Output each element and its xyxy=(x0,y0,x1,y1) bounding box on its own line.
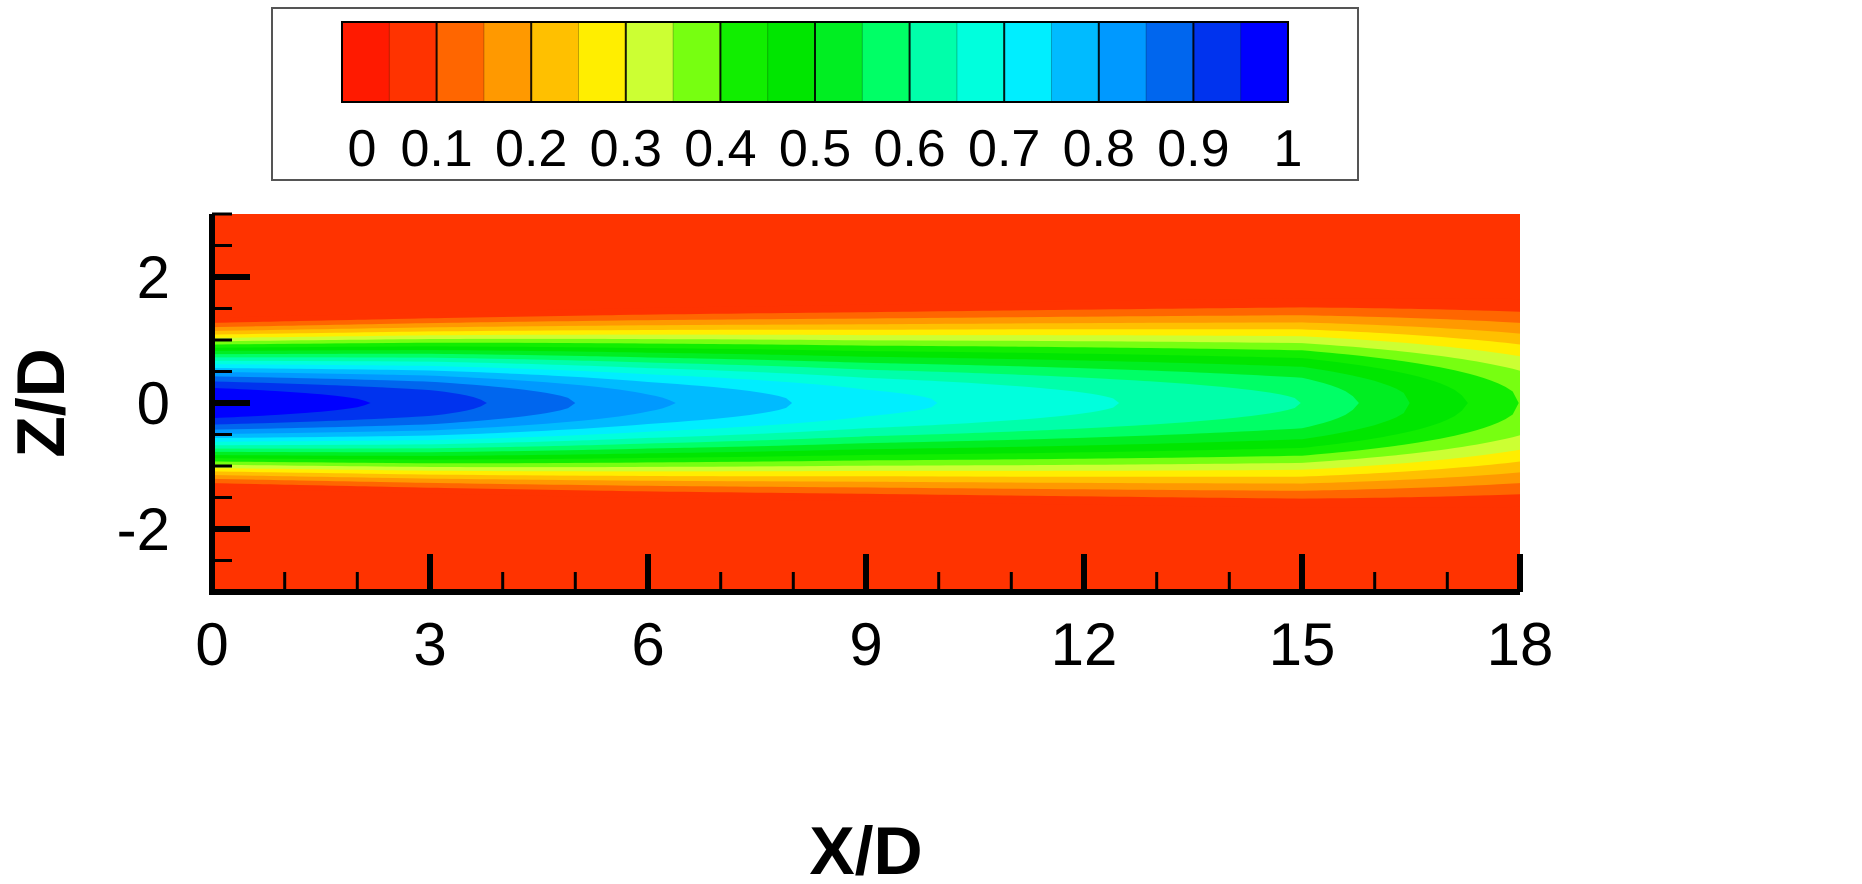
x-axis-title: X/D xyxy=(809,813,922,884)
axes: 0 3 6 9 12 15 18 2 0 -2 xyxy=(117,212,1554,678)
colorbar-outline xyxy=(341,21,1289,103)
colorbar-band xyxy=(1051,22,1100,102)
x-tick-label: 15 xyxy=(1269,611,1336,678)
colorbar-band xyxy=(815,22,863,102)
y-tick-label: 2 xyxy=(137,244,170,311)
colorbar: 0 0.1 0.2 0.3 0.4 0.5 0.6 0.7 0.8 0.9 1 xyxy=(271,7,1359,181)
colorbar-tick-label: 0.9 xyxy=(1157,120,1229,178)
colorbar-band xyxy=(389,22,438,102)
x-tick-label: 12 xyxy=(1051,611,1118,678)
colorbar-tick-label: 0 xyxy=(348,120,377,178)
plot-area xyxy=(212,214,1520,592)
colorbar-tick-label: 1 xyxy=(1274,120,1303,178)
colorbar-band xyxy=(1240,22,1289,102)
colorbar-band xyxy=(483,22,532,102)
colorbar-band xyxy=(720,22,769,102)
colorbar-band xyxy=(909,22,958,102)
y-tick-label: 0 xyxy=(137,370,170,437)
colorbar-band xyxy=(862,22,911,102)
colorbar-band xyxy=(436,22,485,102)
colorbar-tick-label: 0.1 xyxy=(400,120,472,178)
colorbar-band xyxy=(1193,22,1242,102)
colorbar-band xyxy=(673,22,721,102)
colorbar-band xyxy=(531,22,580,102)
colorbar-tick-label: 0.6 xyxy=(873,120,945,178)
colorbar-band xyxy=(767,22,816,102)
colorbar-tick-label: 0.2 xyxy=(495,120,567,178)
colorbar-band xyxy=(1098,22,1147,102)
colorbar-band xyxy=(1004,22,1053,102)
colorbar-band xyxy=(956,22,1005,102)
colorbar-tick-label: 0.7 xyxy=(968,120,1040,178)
x-tick-label: 6 xyxy=(631,611,664,678)
colorbar-tick-label: 0.4 xyxy=(684,120,756,178)
y-tick-label: -2 xyxy=(117,496,170,563)
colorbar-band xyxy=(578,22,627,102)
x-tick-label: 3 xyxy=(413,611,446,678)
colorbar-tick-label: 0.3 xyxy=(590,120,662,178)
colorbar-tick-label: 0.5 xyxy=(779,120,851,178)
x-tick-label: 0 xyxy=(195,611,228,678)
colorbar-tick-label: 0.8 xyxy=(1063,120,1135,178)
x-tick-label: 9 xyxy=(849,611,882,678)
colorbar-band xyxy=(342,22,390,102)
colorbar-band xyxy=(1146,22,1194,102)
y-axis-title: Z/D xyxy=(3,348,79,458)
colorbar-band xyxy=(625,22,674,102)
contour-level xyxy=(212,387,371,419)
x-tick-label: 18 xyxy=(1487,611,1554,678)
